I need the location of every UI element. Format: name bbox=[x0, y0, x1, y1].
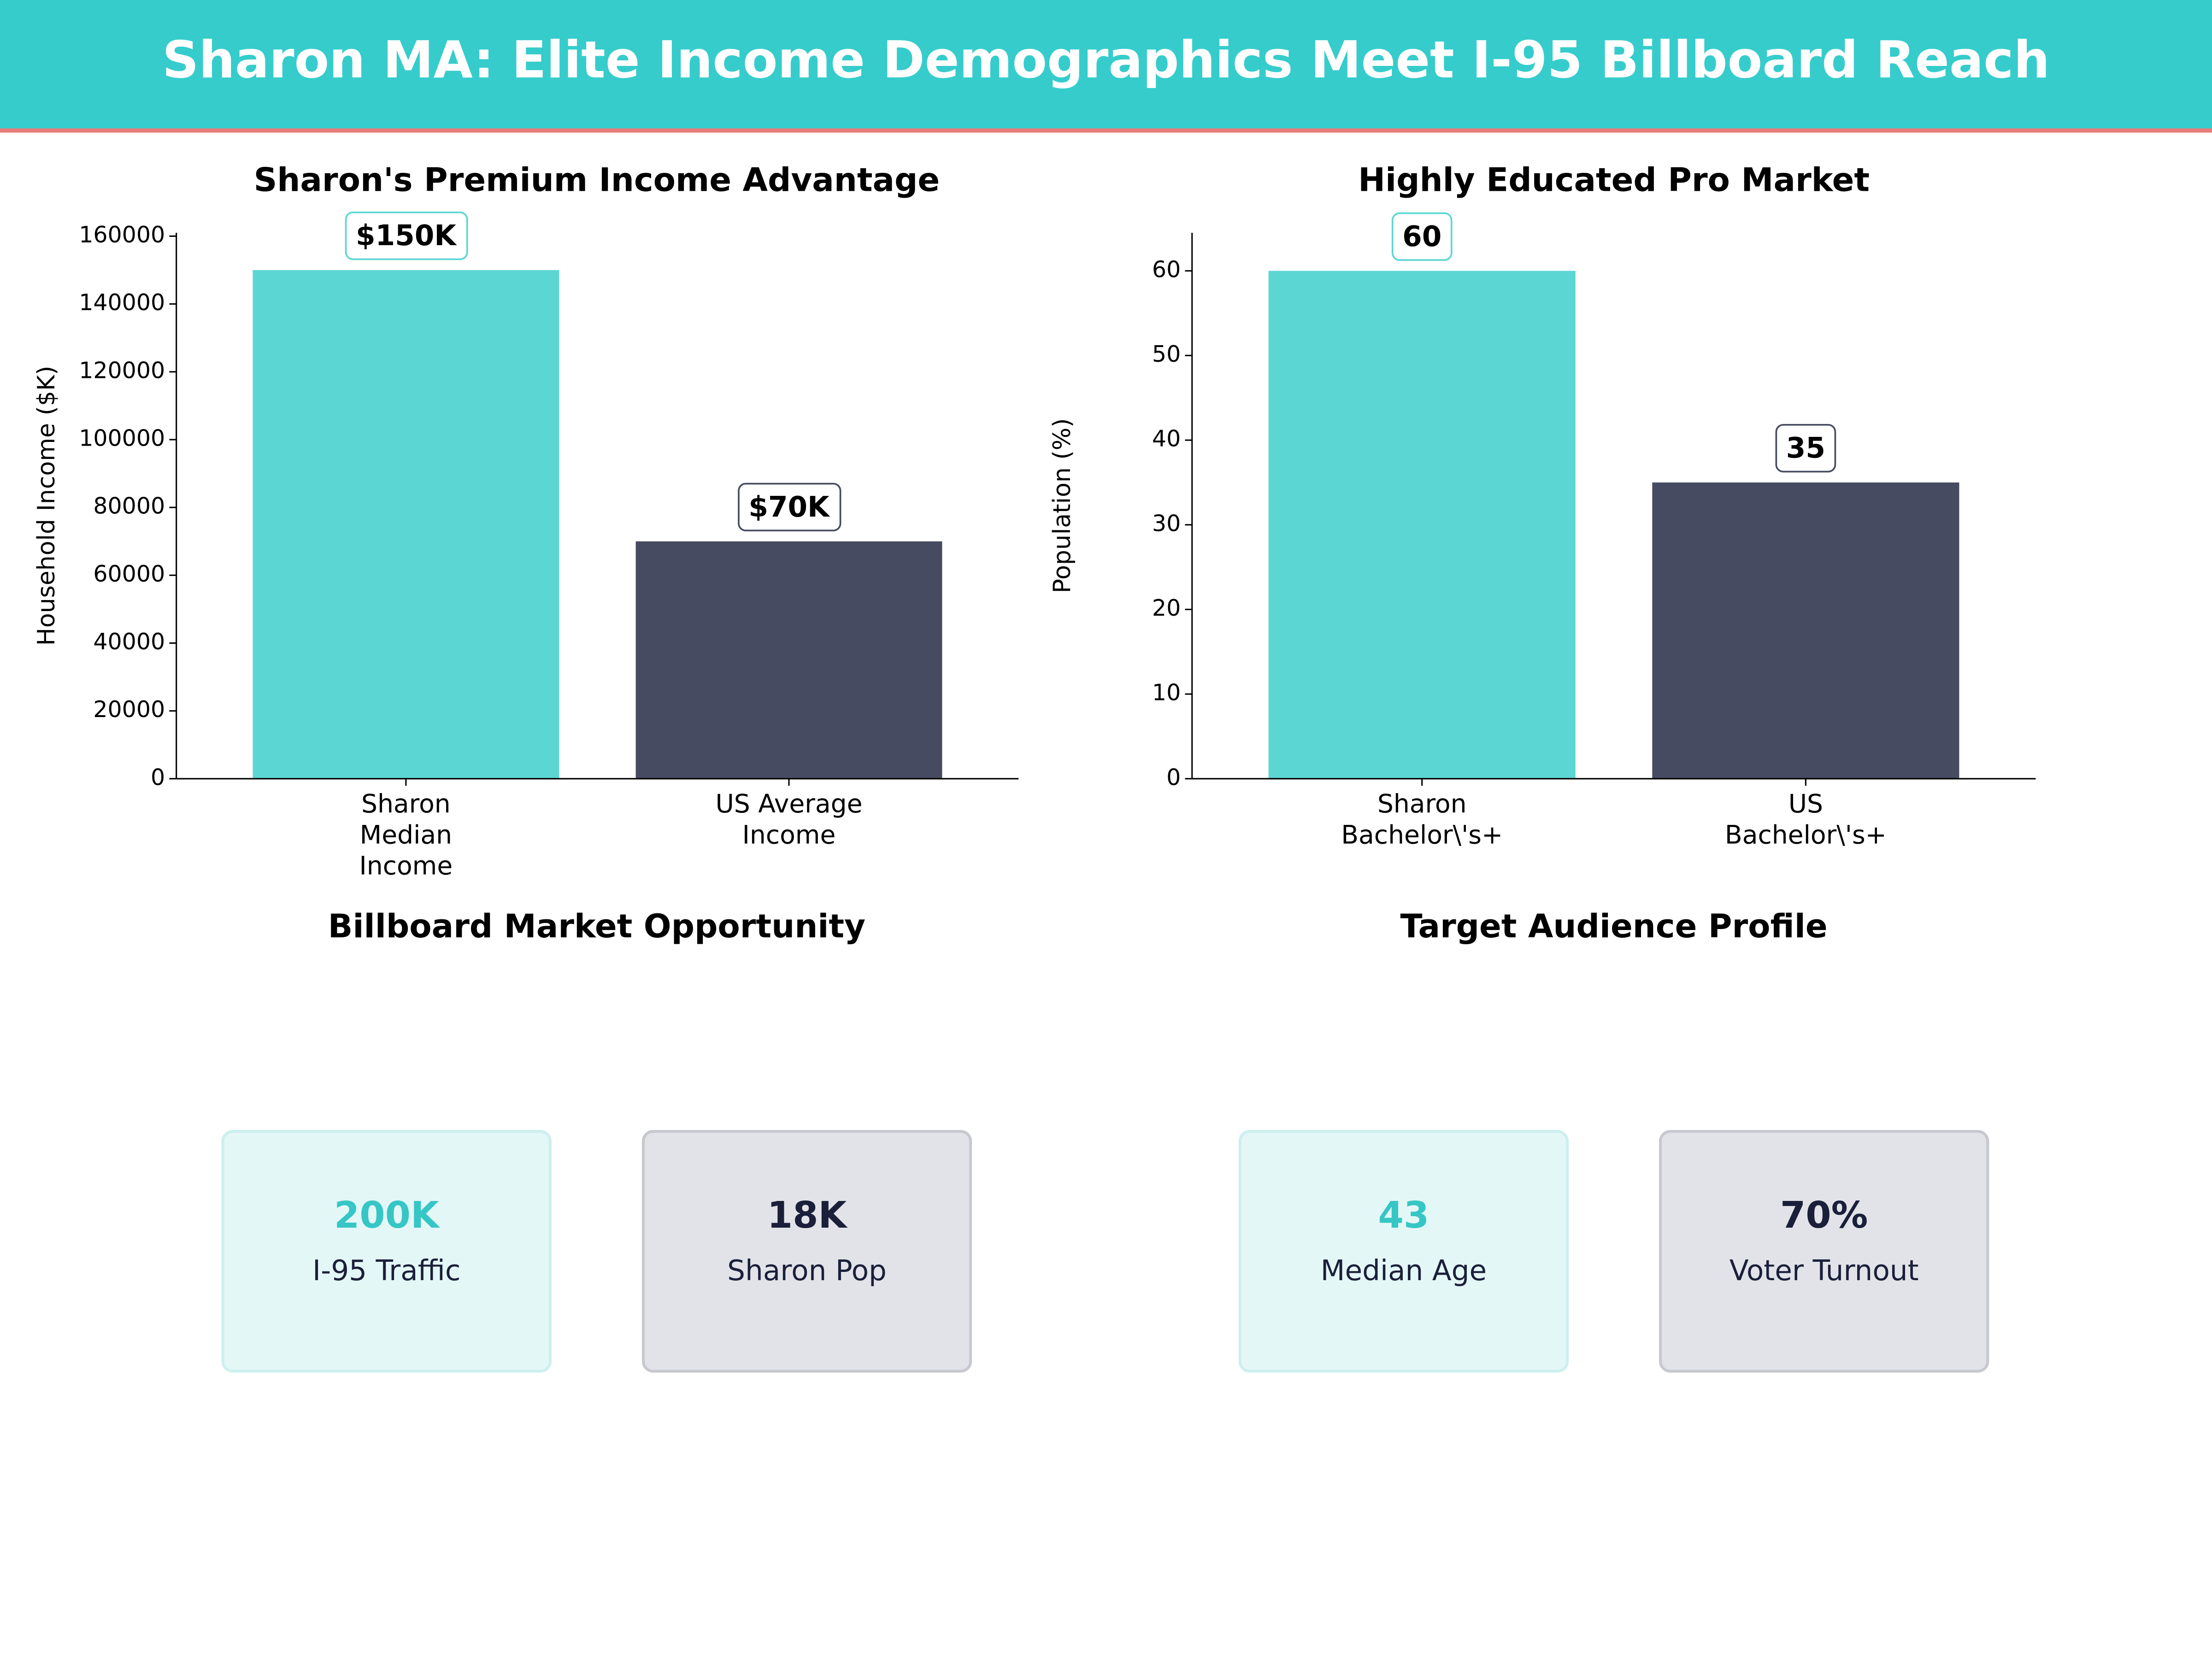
panel-title: Billboard Market Opportunity bbox=[328, 907, 865, 945]
chart-title: Highly Educated Pro Market bbox=[1358, 161, 1870, 199]
header-rule bbox=[0, 128, 2212, 133]
page-title: Sharon MA: Elite Income Demographics Mee… bbox=[162, 30, 2050, 89]
value-label: $70K bbox=[748, 491, 830, 524]
stat-label: I-95 Traffic bbox=[312, 1254, 460, 1287]
stat-label: Sharon Pop bbox=[727, 1254, 887, 1287]
y-tick-label: 160000 bbox=[79, 222, 165, 248]
y-tick-label: 100000 bbox=[79, 425, 165, 451]
stat-card bbox=[1238, 1130, 1569, 1373]
x-tick-label: Sharon Bachelor\'s+ bbox=[1341, 789, 1503, 849]
y-axis-label: Household Income ($K) bbox=[33, 366, 60, 646]
bar bbox=[1652, 482, 1959, 779]
x-tick-label: US Bachelor\'s+ bbox=[1725, 789, 1887, 849]
x-tick-label: US Average Income bbox=[715, 789, 862, 849]
value-label-group: $150K bbox=[345, 212, 468, 260]
y-tick-label: 0 bbox=[151, 764, 165, 790]
y-tick-label: 40 bbox=[1152, 426, 1181, 452]
stat-label: Voter Turnout bbox=[1730, 1254, 1919, 1287]
value-label-box bbox=[1775, 424, 1836, 473]
y-tick-label: 140000 bbox=[79, 289, 165, 316]
header-band bbox=[0, 0, 2212, 130]
stat-card bbox=[221, 1130, 552, 1373]
y-axis-label: Population (%) bbox=[1048, 418, 1076, 593]
y-tick-label: 10 bbox=[1152, 680, 1181, 706]
y-tick-label: 60 bbox=[1152, 256, 1181, 282]
value-label-group: 35 bbox=[1775, 424, 1836, 473]
y-tick-label: 40000 bbox=[93, 629, 165, 655]
y-tick-label: 80000 bbox=[93, 493, 165, 519]
x-tick-label: Sharon Median Income bbox=[359, 789, 453, 881]
y-tick-label: 20 bbox=[1152, 595, 1181, 621]
y-tick-label: 50 bbox=[1152, 341, 1181, 367]
value-label: 35 bbox=[1786, 432, 1825, 465]
bar bbox=[635, 541, 942, 779]
value-label-box bbox=[345, 212, 468, 260]
value-label-box bbox=[1391, 212, 1453, 261]
value-label: $150K bbox=[356, 219, 457, 252]
value-label-box bbox=[738, 482, 841, 532]
y-tick-label: 0 bbox=[1166, 764, 1181, 790]
bar bbox=[253, 270, 559, 779]
stat-value: 200K bbox=[334, 1194, 441, 1236]
stat-card bbox=[641, 1130, 972, 1373]
stat-value: 70% bbox=[1780, 1194, 1868, 1236]
stat-label: Median Age bbox=[1321, 1254, 1487, 1287]
panel-title: Target Audience Profile bbox=[1400, 907, 1828, 945]
value-label: 60 bbox=[1402, 220, 1441, 253]
y-tick-label: 120000 bbox=[79, 357, 165, 383]
y-tick-label: 30 bbox=[1152, 510, 1181, 536]
value-label-group: 60 bbox=[1391, 212, 1453, 261]
stat-card bbox=[1659, 1130, 1989, 1373]
chart-title: Sharon's Premium Income Advantage bbox=[254, 161, 940, 199]
y-tick-label: 60000 bbox=[93, 561, 165, 587]
stat-value: 43 bbox=[1378, 1194, 1430, 1236]
value-label-group: $70K bbox=[738, 482, 841, 532]
y-tick-label: 20000 bbox=[93, 696, 165, 723]
bar bbox=[1268, 271, 1576, 779]
stat-value: 18K bbox=[767, 1194, 848, 1236]
